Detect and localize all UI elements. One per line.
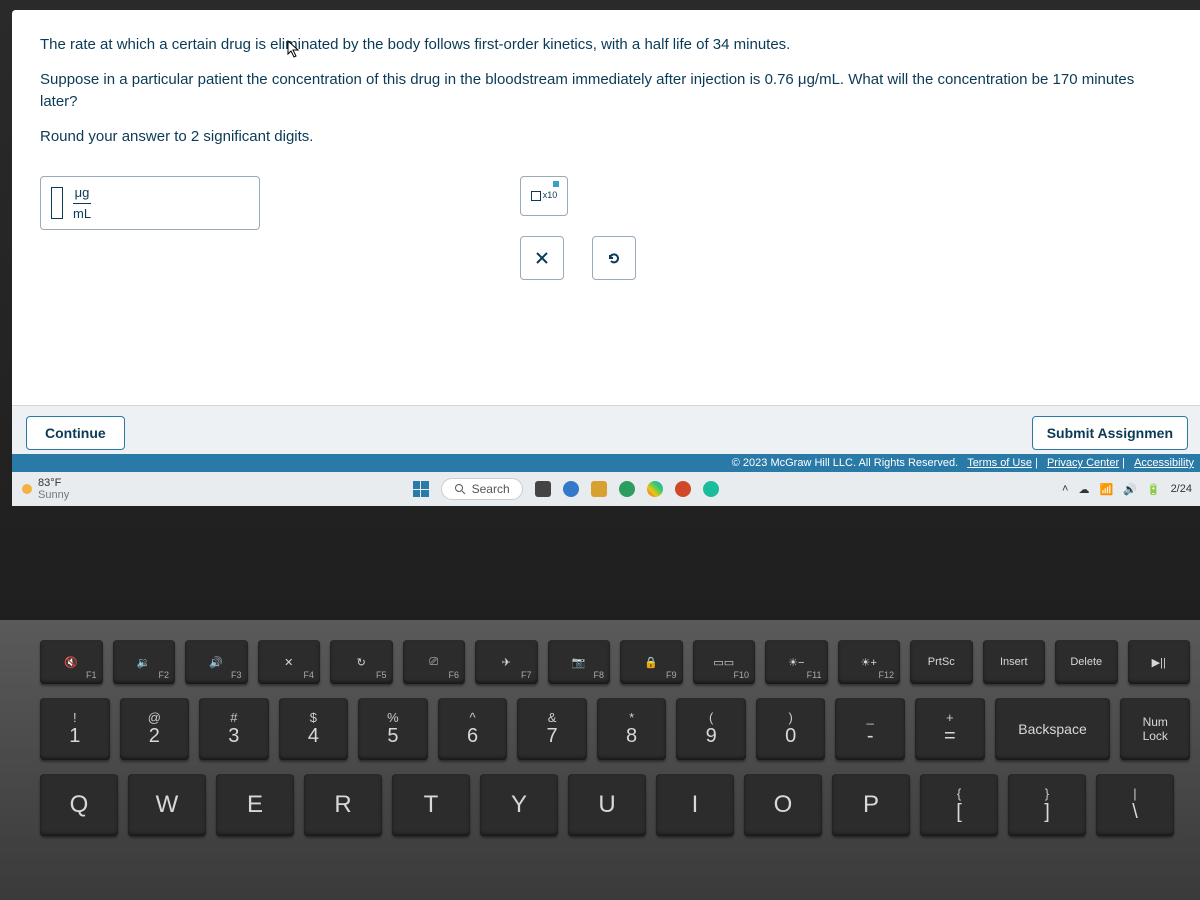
unit-fraction: μg mL [71,183,93,223]
key-f3[interactable]: 🔊F3 [185,640,248,684]
answer-input-box[interactable]: μg mL [40,176,260,230]
answer-row: μg mL x10 [40,176,1174,280]
key-5[interactable]: %5 [358,698,428,760]
taskbar-app-2[interactable] [563,481,579,497]
key-numlock[interactable]: NumLock [1120,698,1190,760]
key-o[interactable]: O [744,774,822,836]
submit-assignment-button[interactable]: Submit Assignmen [1032,416,1188,450]
key-1[interactable]: !1 [40,698,110,760]
key-f8[interactable]: 📷F8 [548,640,611,684]
taskbar-date: 2/24 [1171,483,1192,495]
cloud-icon[interactable]: ☁ [1078,483,1089,496]
key-f2[interactable]: 🔉F2 [113,640,176,684]
copyright-text: © 2023 McGraw Hill LLC. All Rights Reser… [732,457,958,469]
key--[interactable]: _- [835,698,905,760]
question-line-1: The rate at which a certain drug is elim… [40,34,1174,57]
taskbar-app-6[interactable] [675,481,691,497]
unit-denominator: mL [71,204,93,224]
system-tray[interactable]: ˄ ☁ 📶 🔊 🔋 2/24 [1062,483,1192,496]
key-i[interactable]: I [656,774,734,836]
key-t[interactable]: T [392,774,470,836]
key-f4[interactable]: ✕F4 [258,640,321,684]
key-7[interactable]: &7 [517,698,587,760]
key-▶||[interactable]: ▶|| [1128,640,1191,684]
unit-numerator: μg [73,183,92,204]
key-bracket[interactable]: }] [1008,774,1086,836]
key-4[interactable]: $4 [279,698,349,760]
question-panel: The rate at which a certain drug is elim… [12,10,1200,405]
scientific-notation-button[interactable]: x10 [520,176,568,216]
taskbar-app-3[interactable] [591,481,607,497]
reset-button[interactable] [592,236,636,280]
number-key-row: !1@2#3$4%5^6&7*8(9)0_-+=BackspaceNumLock [10,698,1190,760]
key-bracket[interactable]: |\ [1096,774,1174,836]
key-8[interactable]: *8 [597,698,667,760]
key-q[interactable]: Q [40,774,118,836]
key-w[interactable]: W [128,774,206,836]
keyboard: 🔇F1🔉F2🔊F3✕F4↻F5⎚F6✈F7📷F8🔒F9▭▭F10☀−F11☀+F… [0,620,1200,900]
key-f5[interactable]: ↻F5 [330,640,393,684]
windows-taskbar[interactable]: 83°F Sunny Search ˄ ☁ [12,472,1200,506]
chevron-up-icon[interactable]: ˄ [1062,483,1068,495]
search-label: Search [472,482,510,496]
taskbar-app-4[interactable] [619,481,635,497]
weather-cond: Sunny [38,489,69,501]
key-6[interactable]: ^6 [438,698,508,760]
key-r[interactable]: R [304,774,382,836]
key-p[interactable]: P [832,774,910,836]
accessibility-link[interactable]: Accessibility [1134,457,1194,469]
key-u[interactable]: U [568,774,646,836]
key-bracket[interactable]: {[ [920,774,998,836]
sun-icon [22,484,32,494]
battery-icon[interactable]: 🔋 [1147,483,1161,496]
footer-bar: Continue Submit Assignmen © 2023 McGraw … [12,405,1200,472]
legal-bar: © 2023 McGraw Hill LLC. All Rights Reser… [12,454,1200,472]
weather-widget[interactable]: 83°F Sunny [22,477,69,501]
taskbar-app-1[interactable] [535,481,551,497]
key-2[interactable]: @2 [120,698,190,760]
laptop-frame: The rate at which a certain drug is elim… [0,0,1200,900]
key-delete[interactable]: Delete [1055,640,1118,684]
answer-value-slot[interactable] [51,187,63,219]
taskbar-app-5[interactable] [647,481,663,497]
tool-column: x10 [520,176,636,280]
key-f7[interactable]: ✈F7 [475,640,538,684]
key-3[interactable]: #3 [199,698,269,760]
function-key-row: 🔇F1🔉F2🔊F3✕F4↻F5⎚F6✈F7📷F8🔒F9▭▭F10☀−F11☀+F… [10,640,1190,684]
key-prtsc[interactable]: PrtSc [910,640,973,684]
privacy-link[interactable]: Privacy Center [1047,457,1119,469]
terms-link[interactable]: Terms of Use [967,457,1032,469]
key-f10[interactable]: ▭▭F10 [693,640,756,684]
key-9[interactable]: (9 [676,698,746,760]
letter-key-row: QWERTYUIOP{[}]|\ [10,774,1190,836]
key-e[interactable]: E [216,774,294,836]
continue-button[interactable]: Continue [26,416,125,450]
taskbar-center: Search [413,478,719,500]
search-icon [454,483,466,495]
question-line-3: Round your answer to 2 significant digit… [40,126,1174,149]
taskbar-app-7[interactable] [703,481,719,497]
start-button[interactable] [413,481,429,497]
clear-button[interactable] [520,236,564,280]
question-line-2: Suppose in a particular patient the conc… [40,69,1174,114]
key-f6[interactable]: ⎚F6 [403,640,466,684]
volume-icon[interactable]: 🔊 [1123,483,1137,496]
key-insert[interactable]: Insert [983,640,1046,684]
key-backspace[interactable]: Backspace [995,698,1111,760]
key-0[interactable]: )0 [756,698,826,760]
screen: The rate at which a certain drug is elim… [12,10,1200,506]
key-f9[interactable]: 🔒F9 [620,640,683,684]
key-f12[interactable]: ☀+F12 [838,640,901,684]
key-y[interactable]: Y [480,774,558,836]
weather-temp: 83°F [38,477,69,489]
taskbar-search[interactable]: Search [441,478,523,500]
key-f11[interactable]: ☀−F11 [765,640,828,684]
key-=[interactable]: += [915,698,985,760]
wifi-icon[interactable]: 📶 [1099,483,1113,496]
key-f1[interactable]: 🔇F1 [40,640,103,684]
